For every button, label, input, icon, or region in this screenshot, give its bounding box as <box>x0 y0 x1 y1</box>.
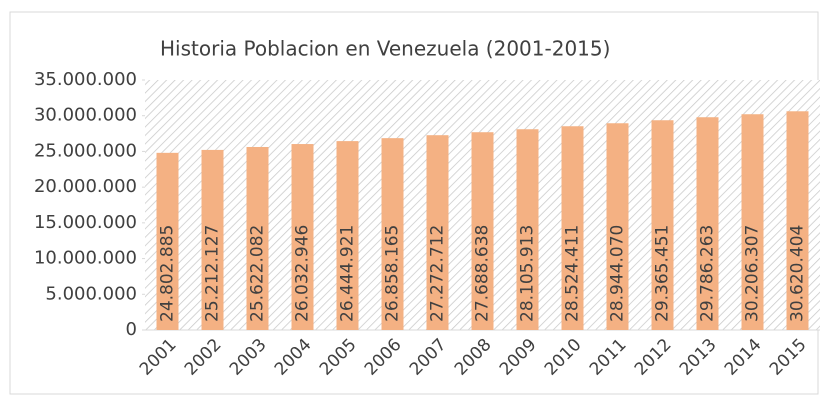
x-tick-label: 2012 <box>631 335 676 380</box>
bar <box>336 141 359 330</box>
x-tick-label: 2011 <box>586 335 631 380</box>
bar <box>426 135 449 330</box>
bar <box>156 152 179 330</box>
data-label: 29.786.263 <box>698 225 718 322</box>
x-tick-label: 2013 <box>676 335 721 380</box>
y-tick-label: 0 <box>126 319 137 340</box>
bar <box>606 123 629 330</box>
x-tick-label: 2005 <box>316 335 361 380</box>
data-label: 28.524.411 <box>563 225 583 322</box>
data-label: 25.212.127 <box>203 225 223 322</box>
x-tick-label: 2009 <box>496 335 541 380</box>
chart-title: Historia Poblacion en Venezuela (2001-20… <box>160 37 610 61</box>
data-label: 25.622.082 <box>248 225 268 322</box>
x-tick-label: 2007 <box>406 335 451 380</box>
x-tick-label: 2004 <box>271 335 316 380</box>
bar <box>786 111 809 330</box>
bar <box>561 126 584 330</box>
data-label: 28.105.913 <box>518 225 538 322</box>
y-tick-label: 35.000.000 <box>34 69 137 90</box>
data-label: 26.444.921 <box>338 225 358 322</box>
y-tick-label: 25.000.000 <box>34 140 137 161</box>
x-tick-label: 2015 <box>766 335 811 380</box>
x-tick-label: 2002 <box>181 335 226 380</box>
bar <box>696 117 719 330</box>
bar <box>291 144 314 330</box>
data-label: 30.206.307 <box>743 225 763 322</box>
bar <box>651 120 674 330</box>
y-tick-label: 30.000.000 <box>34 105 137 126</box>
x-tick-label: 2014 <box>721 335 766 380</box>
bar <box>471 132 494 330</box>
data-label: 28.944.070 <box>608 225 628 322</box>
x-tick-label: 2006 <box>361 335 406 380</box>
y-tick-label: 5.000.000 <box>45 283 137 304</box>
bar <box>201 149 224 330</box>
x-tick-label: 2010 <box>541 335 586 380</box>
data-label: 27.688.638 <box>473 225 493 322</box>
data-label: 27.272.712 <box>428 225 448 322</box>
bar <box>246 146 269 330</box>
data-label: 29.365.451 <box>653 225 673 322</box>
data-label: 24.802.885 <box>158 225 178 322</box>
data-label: 26.858.165 <box>383 225 403 322</box>
x-tick-label: 2001 <box>136 335 181 380</box>
data-label: 26.032.946 <box>293 225 313 322</box>
bar <box>516 129 539 330</box>
x-tick-label: 2008 <box>451 335 496 380</box>
x-tick-label: 2003 <box>226 335 271 380</box>
y-tick-label: 10.000.000 <box>34 248 137 269</box>
data-label: 30.620.404 <box>788 225 808 322</box>
y-tick-label: 15.000.000 <box>34 212 137 233</box>
bar <box>741 114 764 330</box>
bar <box>381 138 404 330</box>
y-tick-label: 20.000.000 <box>34 176 137 197</box>
